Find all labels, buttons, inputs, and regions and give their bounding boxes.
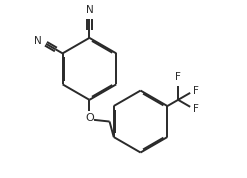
Text: O: O bbox=[85, 112, 94, 122]
Text: N: N bbox=[34, 36, 42, 46]
Text: F: F bbox=[193, 104, 199, 114]
Text: N: N bbox=[85, 5, 93, 15]
Text: F: F bbox=[193, 86, 199, 96]
Text: F: F bbox=[175, 72, 181, 82]
